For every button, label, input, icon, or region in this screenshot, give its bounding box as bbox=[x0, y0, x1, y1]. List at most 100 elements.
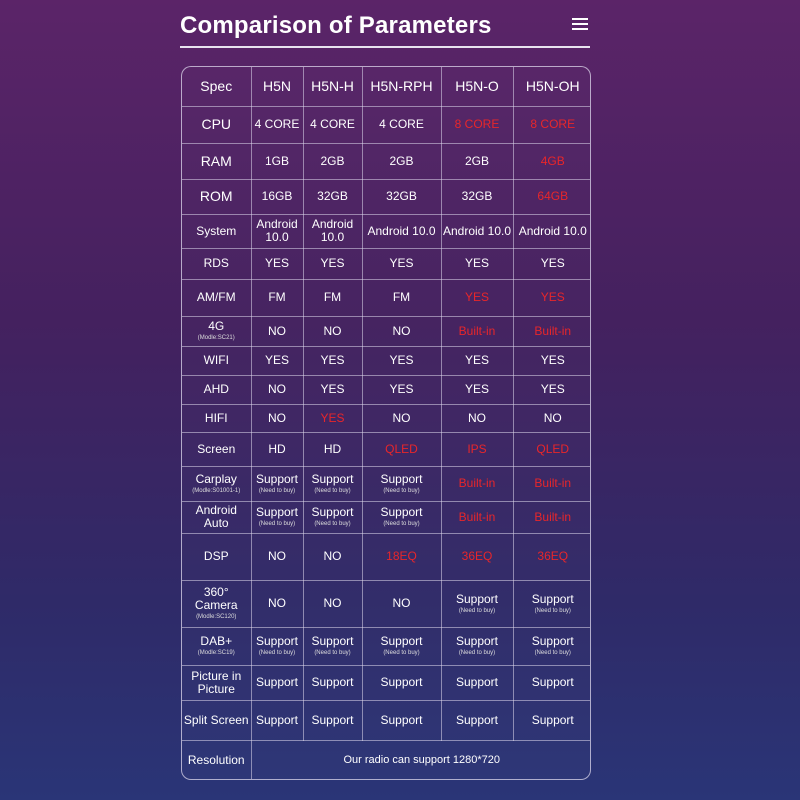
cell-value: YES bbox=[464, 290, 489, 304]
cell-value: 32GB bbox=[386, 189, 417, 203]
cell-value: NO bbox=[323, 323, 342, 338]
header-model: H5N-OH bbox=[512, 67, 590, 107]
cell-value: Built-in bbox=[534, 476, 572, 490]
value-cell: Support (Need to buy) bbox=[512, 579, 590, 628]
cell-value: 32GB bbox=[317, 189, 348, 203]
value-cell: FM bbox=[250, 278, 304, 317]
header-row: Spec H5N H5N-H H5N-RPH H5N-O H5N-OH bbox=[182, 67, 590, 107]
cell-value: NO bbox=[392, 410, 411, 425]
cell-value: YES bbox=[264, 353, 289, 367]
value-cell: YES bbox=[250, 345, 304, 376]
spec-cell: ROM bbox=[182, 178, 252, 215]
value-cell: NO bbox=[250, 579, 304, 628]
cell-note: (Need to buy) bbox=[383, 487, 420, 494]
cell-value: Built-in bbox=[458, 476, 496, 490]
cell-value: Android 10.0 bbox=[518, 223, 587, 238]
spec-label: Android Auto bbox=[195, 503, 237, 530]
spec-label: DSP bbox=[203, 549, 229, 563]
table-row: DSP NO NO 18EQ 36EQ 36EQ bbox=[182, 532, 590, 581]
cell-value: Support bbox=[255, 634, 299, 648]
value-cell: YES bbox=[512, 345, 590, 376]
value-cell: YES bbox=[512, 278, 590, 317]
cell-value: Built-in bbox=[534, 509, 572, 524]
header-model: H5N bbox=[250, 67, 304, 107]
spec-cell: AHD bbox=[182, 374, 252, 405]
value-cell: Support (Need to buy) bbox=[512, 626, 590, 666]
value-cell: Support bbox=[250, 664, 304, 701]
cell-value: YES bbox=[540, 290, 565, 304]
value-cell: 2GB bbox=[361, 142, 442, 180]
cell-value: Support bbox=[380, 712, 423, 727]
cell-value: YES bbox=[464, 256, 489, 270]
cell-value: Support bbox=[255, 471, 299, 486]
cell-value: YES bbox=[389, 382, 414, 396]
spec-label: 4G bbox=[208, 319, 225, 333]
cell-value: NO bbox=[268, 549, 286, 563]
value-cell: Support (Need to buy) bbox=[361, 465, 442, 502]
cell-value: NO bbox=[323, 549, 342, 563]
table-row: Picture in Picture Support Support Support S… bbox=[182, 664, 590, 701]
value-cell: Support (Need to buy) bbox=[302, 626, 363, 666]
hamburger-menu-icon[interactable] bbox=[572, 18, 588, 30]
cell-note: (Need to buy) bbox=[314, 650, 351, 656]
value-cell: YES bbox=[361, 247, 442, 280]
value-cell: Support bbox=[440, 664, 514, 701]
value-cell: QLED bbox=[512, 431, 590, 467]
value-cell: QLED bbox=[361, 431, 442, 467]
cell-value: Support bbox=[380, 675, 423, 689]
cell-value: YES bbox=[320, 256, 345, 270]
cell-value: YES bbox=[540, 353, 565, 367]
header-spec: Spec bbox=[182, 67, 252, 107]
spec-label: AM/FM bbox=[196, 290, 236, 304]
cell-value: FM bbox=[323, 290, 342, 304]
spec-cell: 360° Camera (Modle:SC120) bbox=[182, 579, 252, 628]
spec-label: 360° Camera bbox=[194, 585, 238, 612]
spec-label: ROM bbox=[199, 188, 233, 204]
value-cell: HD bbox=[250, 431, 304, 467]
cell-note: (Need to buy) bbox=[314, 521, 351, 527]
spec-label: Carplay bbox=[195, 471, 237, 486]
spec-cell: AM/FM bbox=[182, 278, 252, 317]
value-cell: YES bbox=[250, 247, 304, 280]
cell-value: FM bbox=[392, 290, 411, 304]
value-cell: 18EQ bbox=[361, 532, 442, 581]
title-divider bbox=[180, 46, 590, 48]
page-title: Comparison of Parameters bbox=[180, 12, 492, 39]
table-row: CPU 4 CORE 4 CORE 4 CORE 8 CORE 8 CORE bbox=[182, 106, 590, 144]
value-cell: FM bbox=[302, 278, 363, 317]
cell-value: NO bbox=[268, 323, 286, 338]
value-cell: 8 CORE bbox=[512, 106, 590, 144]
cell-value: NO bbox=[268, 382, 286, 396]
cell-value: Built-in bbox=[458, 323, 496, 338]
cell-value: Support bbox=[380, 505, 423, 519]
value-cell: Support (Need to buy) bbox=[361, 626, 442, 666]
cell-value: 8 CORE bbox=[454, 117, 500, 131]
cell-value: NO bbox=[392, 323, 411, 338]
spec-label: DAB+ bbox=[200, 634, 233, 648]
cell-value: Support bbox=[455, 712, 499, 727]
spec-label: Split Screen bbox=[183, 712, 249, 727]
cell-value: Support bbox=[380, 471, 423, 486]
cell-note: (Need to buy) bbox=[534, 607, 571, 614]
cell-value: Support bbox=[311, 505, 354, 519]
value-cell: YES bbox=[440, 247, 514, 280]
value-cell: YES bbox=[302, 403, 363, 433]
cell-value: 4 CORE bbox=[379, 117, 424, 131]
spec-cell: System bbox=[182, 213, 252, 249]
cell-value: Built-in bbox=[534, 323, 572, 338]
value-cell: YES bbox=[302, 374, 363, 405]
cell-value: Support bbox=[455, 675, 499, 689]
cell-value: Support bbox=[311, 634, 354, 648]
table-row: RDS YES YES YES YES YES bbox=[182, 247, 590, 280]
table-row: 4G (Modle:SC21) NO NO NO Built-in Built-in bbox=[182, 315, 590, 347]
cell-value: 18EQ bbox=[386, 549, 417, 563]
cell-value: YES bbox=[464, 382, 489, 396]
header-model: H5N-H bbox=[302, 67, 363, 107]
cell-value: Support bbox=[255, 712, 299, 727]
spec-label: WIFI bbox=[203, 353, 229, 367]
value-cell: 32GB bbox=[440, 178, 514, 215]
value-cell: 4 CORE bbox=[302, 106, 363, 144]
cell-value: Support bbox=[311, 675, 354, 689]
spec-cell: DAB+ (Modle:SC19) bbox=[182, 626, 252, 666]
cell-note: (Need to buy) bbox=[383, 650, 420, 656]
